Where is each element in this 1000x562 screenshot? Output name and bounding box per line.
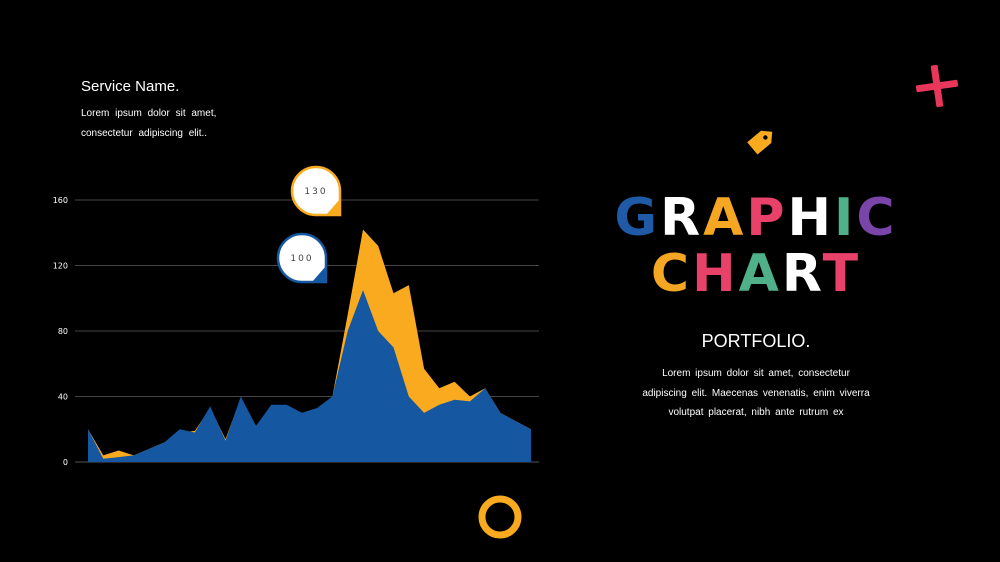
- headline-letter: A: [703, 188, 747, 248]
- callout-label: 100: [290, 254, 313, 264]
- headline-letter: A: [738, 244, 782, 304]
- portfolio-description: Lorem ipsum dolor sit amet, consectetur …: [642, 368, 870, 418]
- headline-letter: T: [822, 244, 862, 304]
- headline-letter: G: [614, 188, 661, 248]
- series-area: [88, 290, 531, 462]
- y-tick-label: 160: [53, 196, 68, 205]
- callout-bubble: 100: [276, 232, 328, 284]
- headline-letter: I: [834, 188, 857, 248]
- headline-letter: C: [856, 188, 898, 248]
- series-area: [88, 229, 531, 462]
- headline-letter: R: [781, 244, 823, 304]
- callout-bubble: 130: [290, 165, 342, 217]
- chart-callouts: 130 100: [276, 165, 342, 284]
- y-tick-label: 80: [58, 327, 68, 336]
- headline-letter: H: [787, 188, 835, 248]
- headline-chart: CHART: [596, 246, 916, 302]
- y-tick-labels: 0 40 80 120 160: [53, 196, 68, 467]
- headline-letter: C: [650, 244, 693, 304]
- y-tick-label: 0: [63, 458, 68, 467]
- portfolio-title: PORTFOLIO.: [701, 331, 811, 351]
- y-tick-label: 40: [58, 393, 68, 402]
- service-description: Lorem ipsum dolor sit amet, consectetur …: [81, 108, 217, 139]
- headline-graphic: GRAPHIC: [596, 190, 916, 246]
- callout-label: 130: [304, 187, 327, 197]
- headline-letter: P: [746, 188, 788, 248]
- headline-letter: H: [692, 244, 739, 304]
- service-title: Service Name.: [81, 78, 180, 95]
- y-tick-label: 120: [53, 262, 68, 271]
- headline-letter: R: [660, 188, 704, 248]
- chart-areas: [88, 229, 531, 462]
